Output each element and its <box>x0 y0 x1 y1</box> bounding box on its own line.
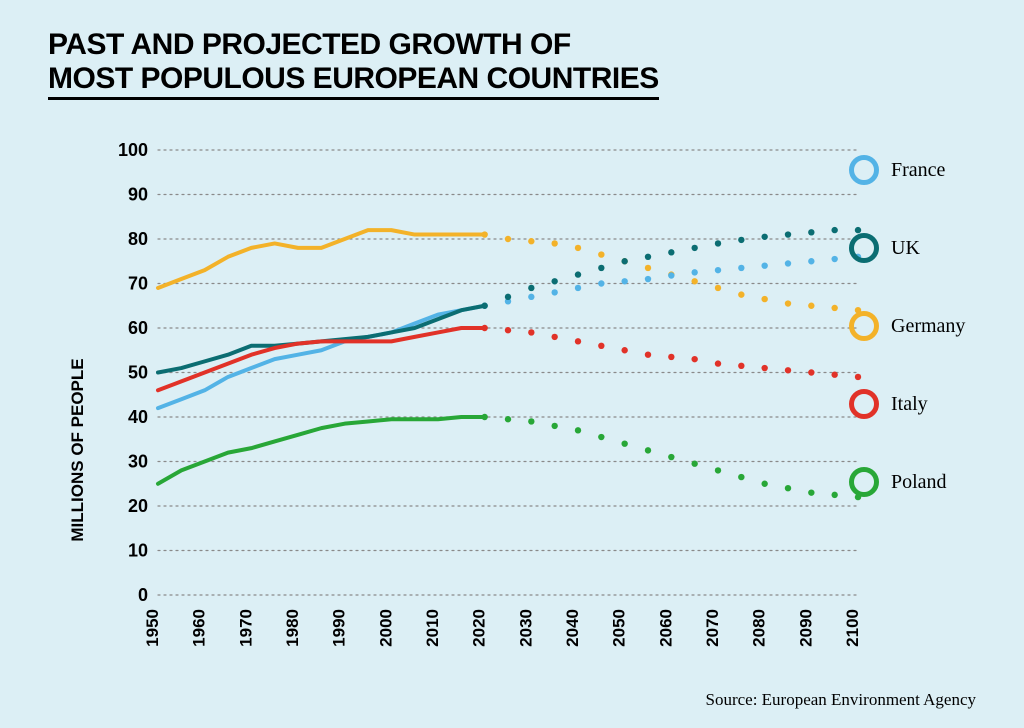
y-tick-label: 80 <box>128 229 148 249</box>
series-projected-france <box>481 254 861 309</box>
x-tick-label: 1950 <box>143 609 162 647</box>
legend-swatch <box>849 155 879 185</box>
legend-label: Germany <box>891 315 965 338</box>
y-tick-label: 70 <box>128 274 148 294</box>
legend-label: Poland <box>891 471 947 494</box>
legend-label: Italy <box>891 393 928 416</box>
title-line-2: MOST POPULOUS EUROPEAN COUNTRIES <box>48 62 659 96</box>
legend-swatch <box>849 389 879 419</box>
x-tick-label: 1980 <box>283 609 302 647</box>
x-tick-label: 2040 <box>563 609 582 647</box>
legend-swatch <box>849 311 879 341</box>
x-tick-label: 2030 <box>516 609 535 647</box>
legend-item-italy: Italy <box>849 389 994 419</box>
series-past-poland <box>158 417 485 484</box>
x-tick-label: 2060 <box>656 609 675 647</box>
x-tick-label: 2070 <box>703 609 722 647</box>
x-tick-label: 2020 <box>470 609 489 647</box>
x-tick-label: 1990 <box>330 609 349 647</box>
legend-swatch <box>849 233 879 263</box>
y-tick-label: 60 <box>128 318 148 338</box>
x-tick-label: 2010 <box>423 609 442 647</box>
x-tick-label: 1970 <box>236 609 255 647</box>
y-tick-label: 50 <box>128 363 148 383</box>
x-tick-label: 2050 <box>610 609 629 647</box>
y-tick-label: 40 <box>128 407 148 427</box>
y-tick-label: 30 <box>128 452 148 472</box>
line-chart: 0102030405060708090100195019601970198019… <box>48 140 878 660</box>
series-projected-poland <box>481 414 861 501</box>
series-projected-italy <box>481 325 861 380</box>
title-line-1: PAST AND PROJECTED GROWTH OF <box>48 28 659 62</box>
legend-item-poland: Poland <box>849 467 994 497</box>
legend-label: France <box>891 159 945 182</box>
legend-item-uk: UK <box>849 233 994 263</box>
y-tick-label: 0 <box>138 585 148 605</box>
y-tick-label: 20 <box>128 496 148 516</box>
y-tick-label: 10 <box>128 541 148 561</box>
legend-item-germany: Germany <box>849 311 994 341</box>
x-tick-label: 2080 <box>750 609 769 647</box>
legend-swatch <box>849 467 879 497</box>
chart-container: MILLIONS OF PEOPLE 010203040506070809010… <box>48 140 978 660</box>
legend-item-france: France <box>849 155 994 185</box>
x-tick-label: 2000 <box>376 609 395 647</box>
x-tick-label: 2100 <box>843 609 862 647</box>
x-tick-label: 1960 <box>190 609 209 647</box>
y-axis-label: MILLIONS OF PEOPLE <box>68 358 88 541</box>
legend-label: UK <box>891 237 920 260</box>
source-text: Source: European Environment Agency <box>705 690 976 710</box>
y-tick-label: 90 <box>128 185 148 205</box>
legend: France UK Germany Italy Poland <box>849 155 994 545</box>
x-tick-label: 2090 <box>796 609 815 647</box>
y-tick-label: 100 <box>118 140 148 160</box>
chart-title: PAST AND PROJECTED GROWTH OF MOST POPULO… <box>48 28 659 100</box>
